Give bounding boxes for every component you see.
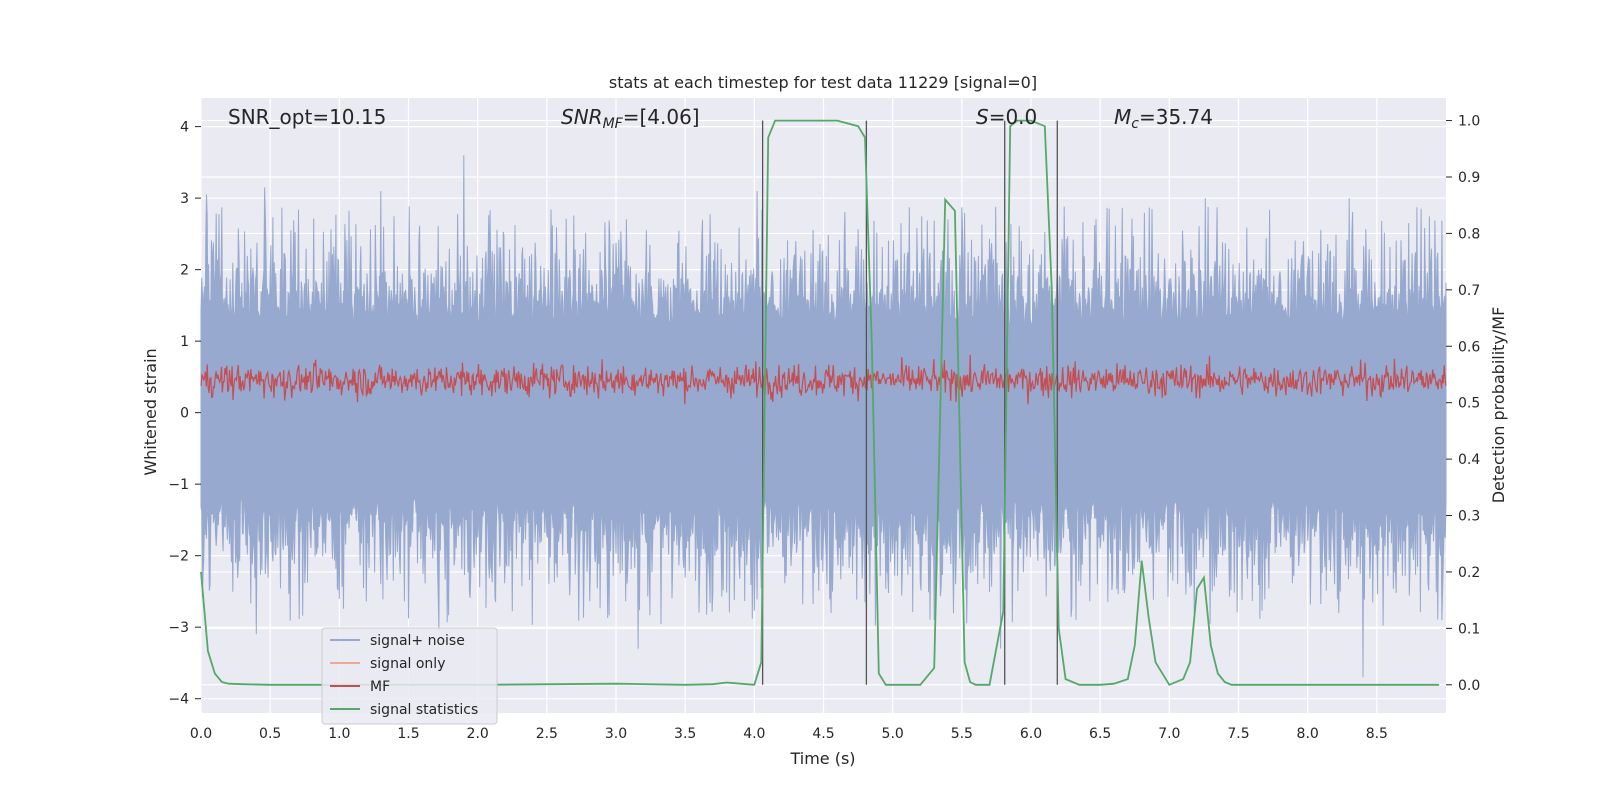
x-tick-label: 3.0 (605, 726, 627, 742)
annotation-snr-mf-rest: =[4.06] (623, 105, 700, 129)
annotation-snr-mf-sub: MF (603, 116, 624, 132)
y-right-tick-label: 0.6 (1458, 339, 1480, 355)
legend-label-signal-noise: signal+ noise (370, 633, 465, 649)
y-axis-ticks: −4 −3 −2 −1 0 1 2 3 4 (168, 120, 201, 708)
y-tick-label: 0 (180, 406, 189, 422)
y-right-tick-label: 0.3 (1458, 509, 1480, 525)
x-tick-label: 0.5 (259, 726, 281, 742)
signal-noise-series (200, 155, 1447, 678)
y-tick-label: −2 (168, 549, 189, 565)
legend-label-signal-statistics: signal statistics (370, 702, 478, 718)
y-tick-label: −1 (168, 477, 189, 493)
y-right-tick-label: 0.5 (1458, 396, 1480, 412)
legend-frame (321, 627, 498, 725)
legend-label-signal-only: signal only (370, 656, 445, 672)
annotation-mc-main: M (1114, 105, 1131, 129)
y-right-tick-label: 0.4 (1458, 452, 1480, 468)
x-tick-label: 2.0 (467, 726, 489, 742)
signal-statistics-trace (200, 119, 1440, 686)
y-right-tick-label: 1.0 (1458, 114, 1480, 130)
signal-noise-trace (200, 155, 1447, 678)
legend: signal+ noise signal only MF signal stat… (321, 627, 498, 725)
x-tick-label: 4.5 (812, 726, 834, 742)
y-axis-label: Whitened strain (141, 348, 160, 475)
annotation-mc-sub: c (1131, 116, 1139, 132)
y-tick-label: 1 (180, 334, 189, 350)
x-tick-label: 1.5 (397, 726, 419, 742)
y-right-tick-label: 0.0 (1458, 678, 1480, 694)
x-tick-label: 8.5 (1366, 726, 1388, 742)
y-right-tick-label: 0.1 (1458, 621, 1480, 637)
annotation-mc: Mc=35.74 (1114, 105, 1213, 132)
chart-title: stats at each timestep for test data 112… (609, 73, 1037, 92)
x-tick-label: 3.5 (674, 726, 696, 742)
x-tick-label: 2.5 (536, 726, 558, 742)
annotation-mc-rest: =35.74 (1139, 105, 1213, 129)
x-tick-label: 8.0 (1297, 726, 1319, 742)
x-tick-label: 6.5 (1089, 726, 1111, 742)
x-axis-label: Time (s) (789, 749, 855, 768)
y-tick-label: 3 (180, 191, 189, 207)
x-tick-label: 0.0 (190, 726, 212, 742)
annotation-snr-mf-main: SNR (561, 105, 603, 129)
y-right-tick-label: 0.7 (1458, 283, 1480, 299)
y-tick-label: −4 (168, 692, 189, 708)
x-tick-label: 5.5 (951, 726, 973, 742)
signal-statistics-series (200, 119, 1440, 686)
y-tick-label: 4 (180, 120, 189, 136)
annotation-s-main: S (976, 105, 989, 129)
legend-label-mf: MF (370, 679, 390, 695)
y-right-tick-label: 0.2 (1458, 565, 1480, 581)
annotation-snr-opt: SNR_opt=10.15 (228, 105, 386, 129)
mf-trace (200, 354, 1447, 405)
x-tick-label: 7.0 (1158, 726, 1180, 742)
x-tick-label: 1.0 (328, 726, 350, 742)
y-right-axis-ticks: 0.0 0.1 0.2 0.3 0.4 0.5 0.6 0.7 0.8 0.9 1.0 (1446, 114, 1480, 694)
mf-series (200, 354, 1447, 405)
y-right-axis-label: Detection probability/MF (1489, 307, 1508, 504)
y-right-tick-label: 0.8 (1458, 226, 1480, 242)
x-tick-label: 6.0 (1020, 726, 1042, 742)
y-right-tick-label: 0.9 (1458, 170, 1480, 186)
annotation-snr-mf: SNRMF=[4.06] (561, 105, 700, 132)
x-axis-ticks: 0.0 0.5 1.0 1.5 2.0 2.5 3.0 3.5 4.0 4.5 5.0 5.5 6.0 6… (190, 726, 1388, 742)
x-tick-label: 4.0 (743, 726, 765, 742)
annotation-s-rest: =0.0 (989, 105, 1038, 129)
y-tick-label: −3 (168, 620, 189, 636)
x-tick-label: 5.0 (882, 726, 904, 742)
annotation-s: S=0.0 (976, 105, 1037, 129)
x-tick-label: 7.5 (1227, 726, 1249, 742)
y-tick-label: 2 (180, 263, 189, 279)
